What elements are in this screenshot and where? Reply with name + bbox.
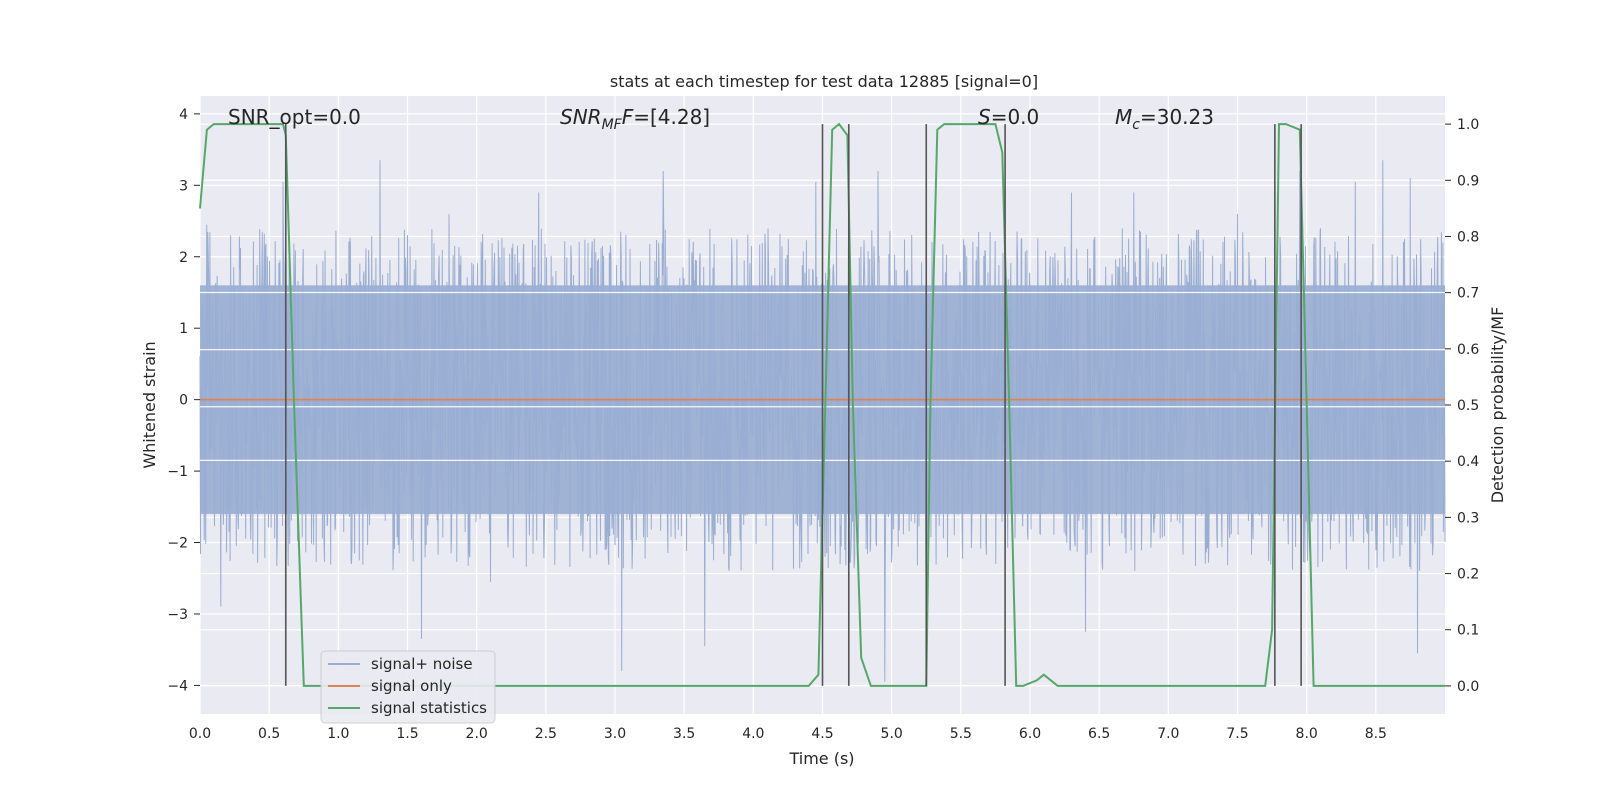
x-tick-label: 0.5 xyxy=(258,726,280,742)
x-tick-label: 5.5 xyxy=(950,726,972,742)
x-tick-label: 3.0 xyxy=(604,726,626,742)
y-axis-label: Whitened strain xyxy=(140,341,159,468)
y-tick-label: −4 xyxy=(167,678,188,694)
legend-label: signal statistics xyxy=(371,699,487,717)
x-tick-label: 8.5 xyxy=(1365,726,1387,742)
y-tick-label: 3 xyxy=(179,178,188,194)
y2-tick-label: 0.8 xyxy=(1457,229,1479,245)
y2-tick-label: 0.6 xyxy=(1457,342,1479,358)
x-tick-label: 1.0 xyxy=(327,726,349,742)
x-tick-label: 2.5 xyxy=(535,726,557,742)
vertical-markers xyxy=(284,124,1302,686)
y2-tick-label: 0.4 xyxy=(1457,454,1479,470)
y2-axis-ticks: 1.0 0.9 0.8 0.7 0.6 0.5 0.4 0.3 0.2 0.1 0.0 xyxy=(1445,117,1479,695)
y2-tick-label: 0.7 xyxy=(1457,286,1479,302)
annotation-s: S=0.0 xyxy=(978,105,1039,129)
y2-tick-label: 0.2 xyxy=(1457,567,1479,583)
y-tick-label: −3 xyxy=(167,607,188,623)
annotations: SNR_opt=0.0 SNRMFF=[4.28] S=0.0 Mc=30.23 xyxy=(228,105,1214,133)
y2-tick-label: 0.0 xyxy=(1457,679,1479,695)
y-tick-label: 4 xyxy=(179,107,188,123)
legend-box xyxy=(320,650,496,724)
legend-label: signal+ noise xyxy=(371,655,473,673)
y-tick-label: −2 xyxy=(167,536,188,552)
y-tick-label: 1 xyxy=(179,321,188,337)
y-axis-ticks: 4 3 2 1 0 −1 −2 −3 −4 xyxy=(167,107,200,694)
legend: signal+ noise signal only signal statistic… xyxy=(320,650,496,724)
y2-tick-label: 1.0 xyxy=(1457,117,1479,133)
y2-tick-label: 0.9 xyxy=(1457,173,1479,189)
y-tick-label: 2 xyxy=(179,250,188,266)
y2-tick-label: 0.3 xyxy=(1457,510,1479,526)
y2-tick-label: 0.1 xyxy=(1457,623,1479,639)
x-tick-label: 3.5 xyxy=(673,726,695,742)
x-tick-label: 2.0 xyxy=(466,726,488,742)
x-axis-label: Time (s) xyxy=(788,749,854,768)
annotation-snr_mf: SNRMFF=[4.28] xyxy=(560,105,710,133)
annotation-mc: Mc=30.23 xyxy=(1115,105,1214,133)
x-tick-label: 0.0 xyxy=(189,726,211,742)
x-tick-label: 4.5 xyxy=(811,726,833,742)
legend-label: signal only xyxy=(371,677,452,695)
x-tick-label: 6.0 xyxy=(1019,726,1041,742)
series-signal-statistics-line xyxy=(199,122,1445,687)
x-tick-label: 4.0 xyxy=(742,726,764,742)
x-tick-label: 7.0 xyxy=(1157,726,1179,742)
x-tick-label: 8.0 xyxy=(1296,726,1318,742)
chart-title: stats at each timestep for test data 128… xyxy=(610,72,1038,91)
y-tick-label: −1 xyxy=(167,464,188,480)
x-tick-label: 1.5 xyxy=(396,726,418,742)
y2-tick-label: 0.5 xyxy=(1457,398,1479,414)
annotation-snr_opt: SNR_opt=0.0 xyxy=(228,105,361,129)
x-tick-label: 6.5 xyxy=(1088,726,1110,742)
x-tick-label: 5.0 xyxy=(881,726,903,742)
x-axis-ticks: 0.0 0.5 1.0 1.5 2.0 2.5 3.0 3.5 4.0 4.5 5.0 5.5 6.0 6… xyxy=(189,726,1387,742)
y2-axis-label: Detection probability/MF xyxy=(1488,307,1507,504)
y-tick-label: 0 xyxy=(179,393,188,409)
x-tick-label: 7.5 xyxy=(1226,726,1248,742)
